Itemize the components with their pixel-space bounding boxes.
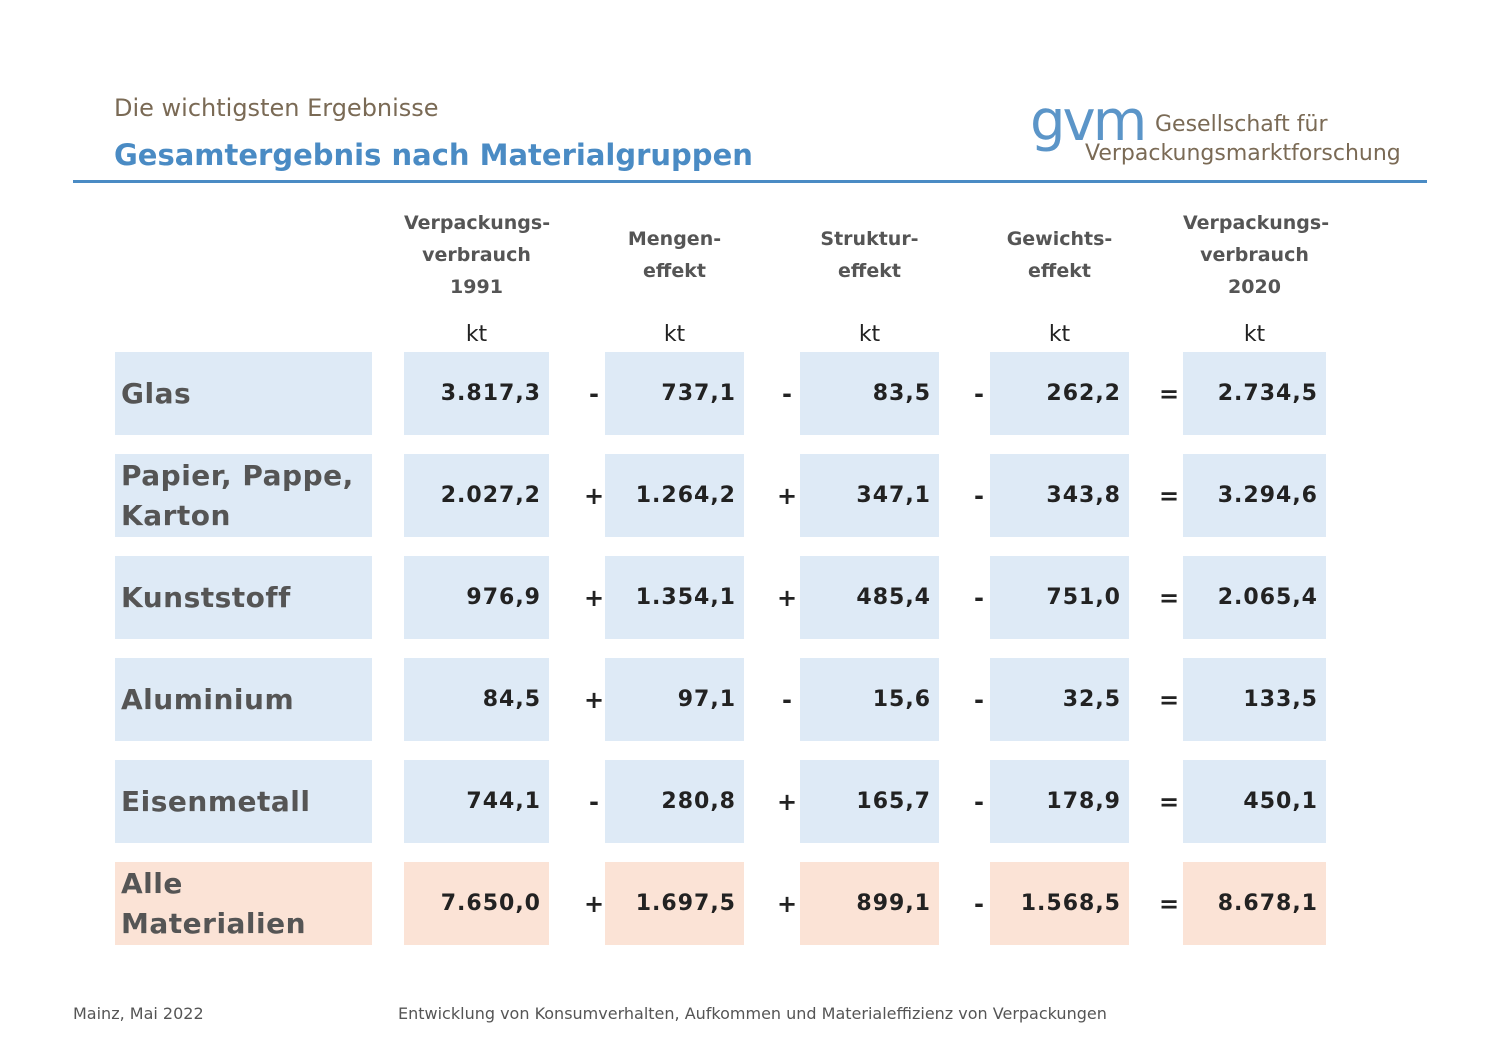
value-cell: 165,7	[800, 760, 939, 843]
column-header-line: Verpackungs-	[404, 212, 551, 234]
value-cell: 3.294,6	[1183, 454, 1326, 537]
value-cell: 1.697,5	[605, 862, 744, 945]
column-header: Struktur-effekt	[800, 223, 939, 287]
operator: +	[776, 583, 798, 612]
operator: -	[974, 889, 984, 918]
logo-mark: gvm	[1030, 89, 1147, 154]
operator: =	[1158, 481, 1180, 510]
operator: -	[589, 379, 599, 408]
column-header-line: 2020	[1228, 276, 1281, 298]
column-header-line: Verpackungs-	[1183, 212, 1330, 234]
page-title: Gesamtergebnis nach Materialgruppen	[114, 138, 753, 172]
value-cell: 3.817,3	[404, 352, 549, 435]
value-cell: 8.678,1	[1183, 862, 1326, 945]
unit-label: kt	[1243, 322, 1266, 347]
row-label: Aluminium	[115, 658, 372, 741]
row-label: Papier, Pappe, Karton	[115, 454, 372, 537]
operator: -	[974, 481, 984, 510]
operator: -	[782, 379, 792, 408]
value-cell: 2.065,4	[1183, 556, 1326, 639]
value-cell: 15,6	[800, 658, 939, 741]
operator: =	[1158, 787, 1180, 816]
footer-date: Mainz, Mai 2022	[73, 1004, 204, 1023]
column-header-line: 1991	[450, 276, 503, 298]
row-label: Kunststoff	[115, 556, 372, 639]
column-header-line: Mengen-	[627, 228, 722, 250]
value-cell: 1.354,1	[605, 556, 744, 639]
operator: -	[974, 379, 984, 408]
operator: =	[1158, 583, 1180, 612]
unit-label: kt	[858, 322, 881, 347]
operator: +	[583, 685, 605, 714]
row-label: Alle Materialien	[115, 862, 372, 945]
unit-label: kt	[663, 322, 686, 347]
operator: +	[776, 481, 798, 510]
value-cell: 343,8	[990, 454, 1129, 537]
value-cell: 1.264,2	[605, 454, 744, 537]
operator: +	[776, 787, 798, 816]
column-header-line: effekt	[643, 260, 706, 282]
column-header: Verpackungs-verbrauch 1991	[404, 207, 551, 303]
operator: -	[974, 685, 984, 714]
value-cell: 133,5	[1183, 658, 1326, 741]
value-cell: 744,1	[404, 760, 549, 843]
value-cell: 2.734,5	[1183, 352, 1326, 435]
column-header: Gewichts-effekt	[990, 223, 1129, 287]
column-header-line: verbrauch	[422, 244, 531, 266]
title-rule	[73, 180, 1427, 183]
operator: =	[1158, 685, 1180, 714]
value-cell: 2.027,2	[404, 454, 549, 537]
operator: +	[583, 889, 605, 918]
operator: -	[974, 583, 984, 612]
column-header: Verpackungs-verbrauch 2020	[1183, 207, 1330, 303]
operator: +	[583, 481, 605, 510]
column-header: Mengen-effekt	[605, 223, 744, 287]
value-cell: 178,9	[990, 760, 1129, 843]
operator: -	[589, 787, 599, 816]
column-header-line: verbrauch	[1200, 244, 1309, 266]
row-label: Glas	[115, 352, 372, 435]
value-cell: 7.650,0	[404, 862, 549, 945]
logo-line1: Gesellschaft für	[1155, 112, 1328, 137]
value-cell: 899,1	[800, 862, 939, 945]
operator: =	[1158, 889, 1180, 918]
unit-label: kt	[1048, 322, 1071, 347]
operator: -	[974, 787, 984, 816]
value-cell: 347,1	[800, 454, 939, 537]
row-label: Eisenmetall	[115, 760, 372, 843]
value-cell: 1.568,5	[990, 862, 1129, 945]
logo-line2: Verpackungsmarktforschung	[1085, 141, 1401, 166]
value-cell: 485,4	[800, 556, 939, 639]
value-cell: 450,1	[1183, 760, 1326, 843]
column-header-line: effekt	[838, 260, 901, 282]
value-cell: 84,5	[404, 658, 549, 741]
footer-project: Entwicklung von Konsumverhalten, Aufkomm…	[398, 1004, 1107, 1023]
operator: +	[583, 583, 605, 612]
value-cell: 976,9	[404, 556, 549, 639]
value-cell: 737,1	[605, 352, 744, 435]
column-header-line: Struktur-	[820, 228, 919, 250]
unit-label: kt	[465, 322, 488, 347]
value-cell: 97,1	[605, 658, 744, 741]
operator: =	[1158, 379, 1180, 408]
page-subtitle: Die wichtigsten Ergebnisse	[114, 94, 439, 122]
operator: +	[776, 889, 798, 918]
operator: -	[782, 685, 792, 714]
value-cell: 262,2	[990, 352, 1129, 435]
column-header-line: Gewichts-	[1006, 228, 1113, 250]
value-cell: 83,5	[800, 352, 939, 435]
value-cell: 751,0	[990, 556, 1129, 639]
value-cell: 280,8	[605, 760, 744, 843]
value-cell: 32,5	[990, 658, 1129, 741]
column-header-line: effekt	[1028, 260, 1091, 282]
